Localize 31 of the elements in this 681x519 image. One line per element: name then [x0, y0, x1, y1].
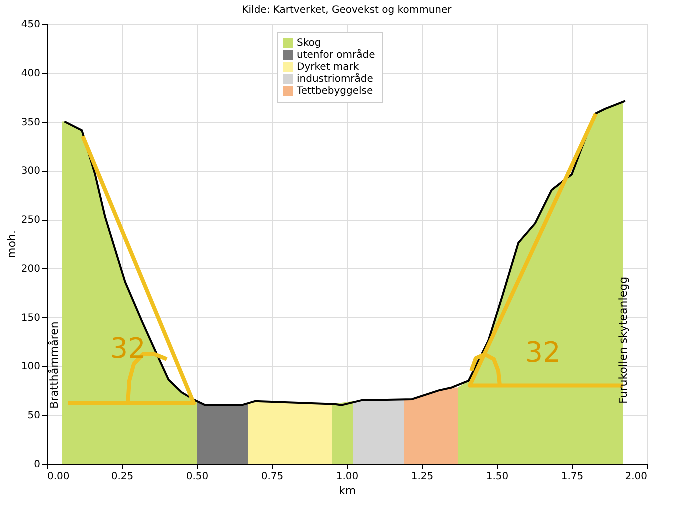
x-tick-label: 2.00 — [625, 472, 648, 482]
chart-title: Kilde: Kartverket, Geovekst og kommuner — [242, 5, 453, 16]
legend-label: Skog — [297, 38, 322, 49]
x-tick-label: 0.25 — [111, 472, 134, 482]
y-tick-label: 150 — [21, 312, 40, 324]
legend-label: industriområde — [297, 73, 374, 85]
x-tick-label: 1.50 — [486, 472, 509, 482]
x-tick-label: 0.00 — [48, 472, 70, 482]
legend-label: utenfor område — [297, 49, 376, 61]
y-tick-label: 250 — [21, 215, 40, 226]
y-tick-label: 100 — [21, 362, 40, 373]
y-tick-label: 0 — [34, 460, 40, 470]
y-axis-title: moh. — [5, 230, 18, 258]
y-tick-label: 300 — [21, 166, 40, 178]
x-tick-label: 1.00 — [336, 472, 359, 482]
x-tick-label: 1.25 — [411, 472, 434, 482]
annotation: Furukollen skyteanlegg — [617, 276, 630, 404]
x-tick-label: 0.50 — [186, 472, 209, 482]
legend-label: Dyrket mark — [297, 62, 360, 73]
x-tick-label: 1.75 — [561, 472, 584, 482]
x-tick-label: 0.75 — [261, 472, 284, 482]
annotation: Bratthåmmåren — [48, 322, 61, 409]
y-tick-label: 50 — [28, 410, 40, 422]
x-axis-title: km — [338, 484, 356, 498]
annotation: 32 — [525, 336, 561, 369]
annotation: 32 — [110, 332, 146, 365]
y-tick-label: 350 — [21, 117, 40, 128]
y-tick-label: 200 — [21, 264, 40, 275]
y-tick-label: 400 — [21, 68, 40, 80]
legend-label: Tettbebyggelse — [296, 86, 374, 97]
y-tick-label: 450 — [21, 20, 40, 30]
